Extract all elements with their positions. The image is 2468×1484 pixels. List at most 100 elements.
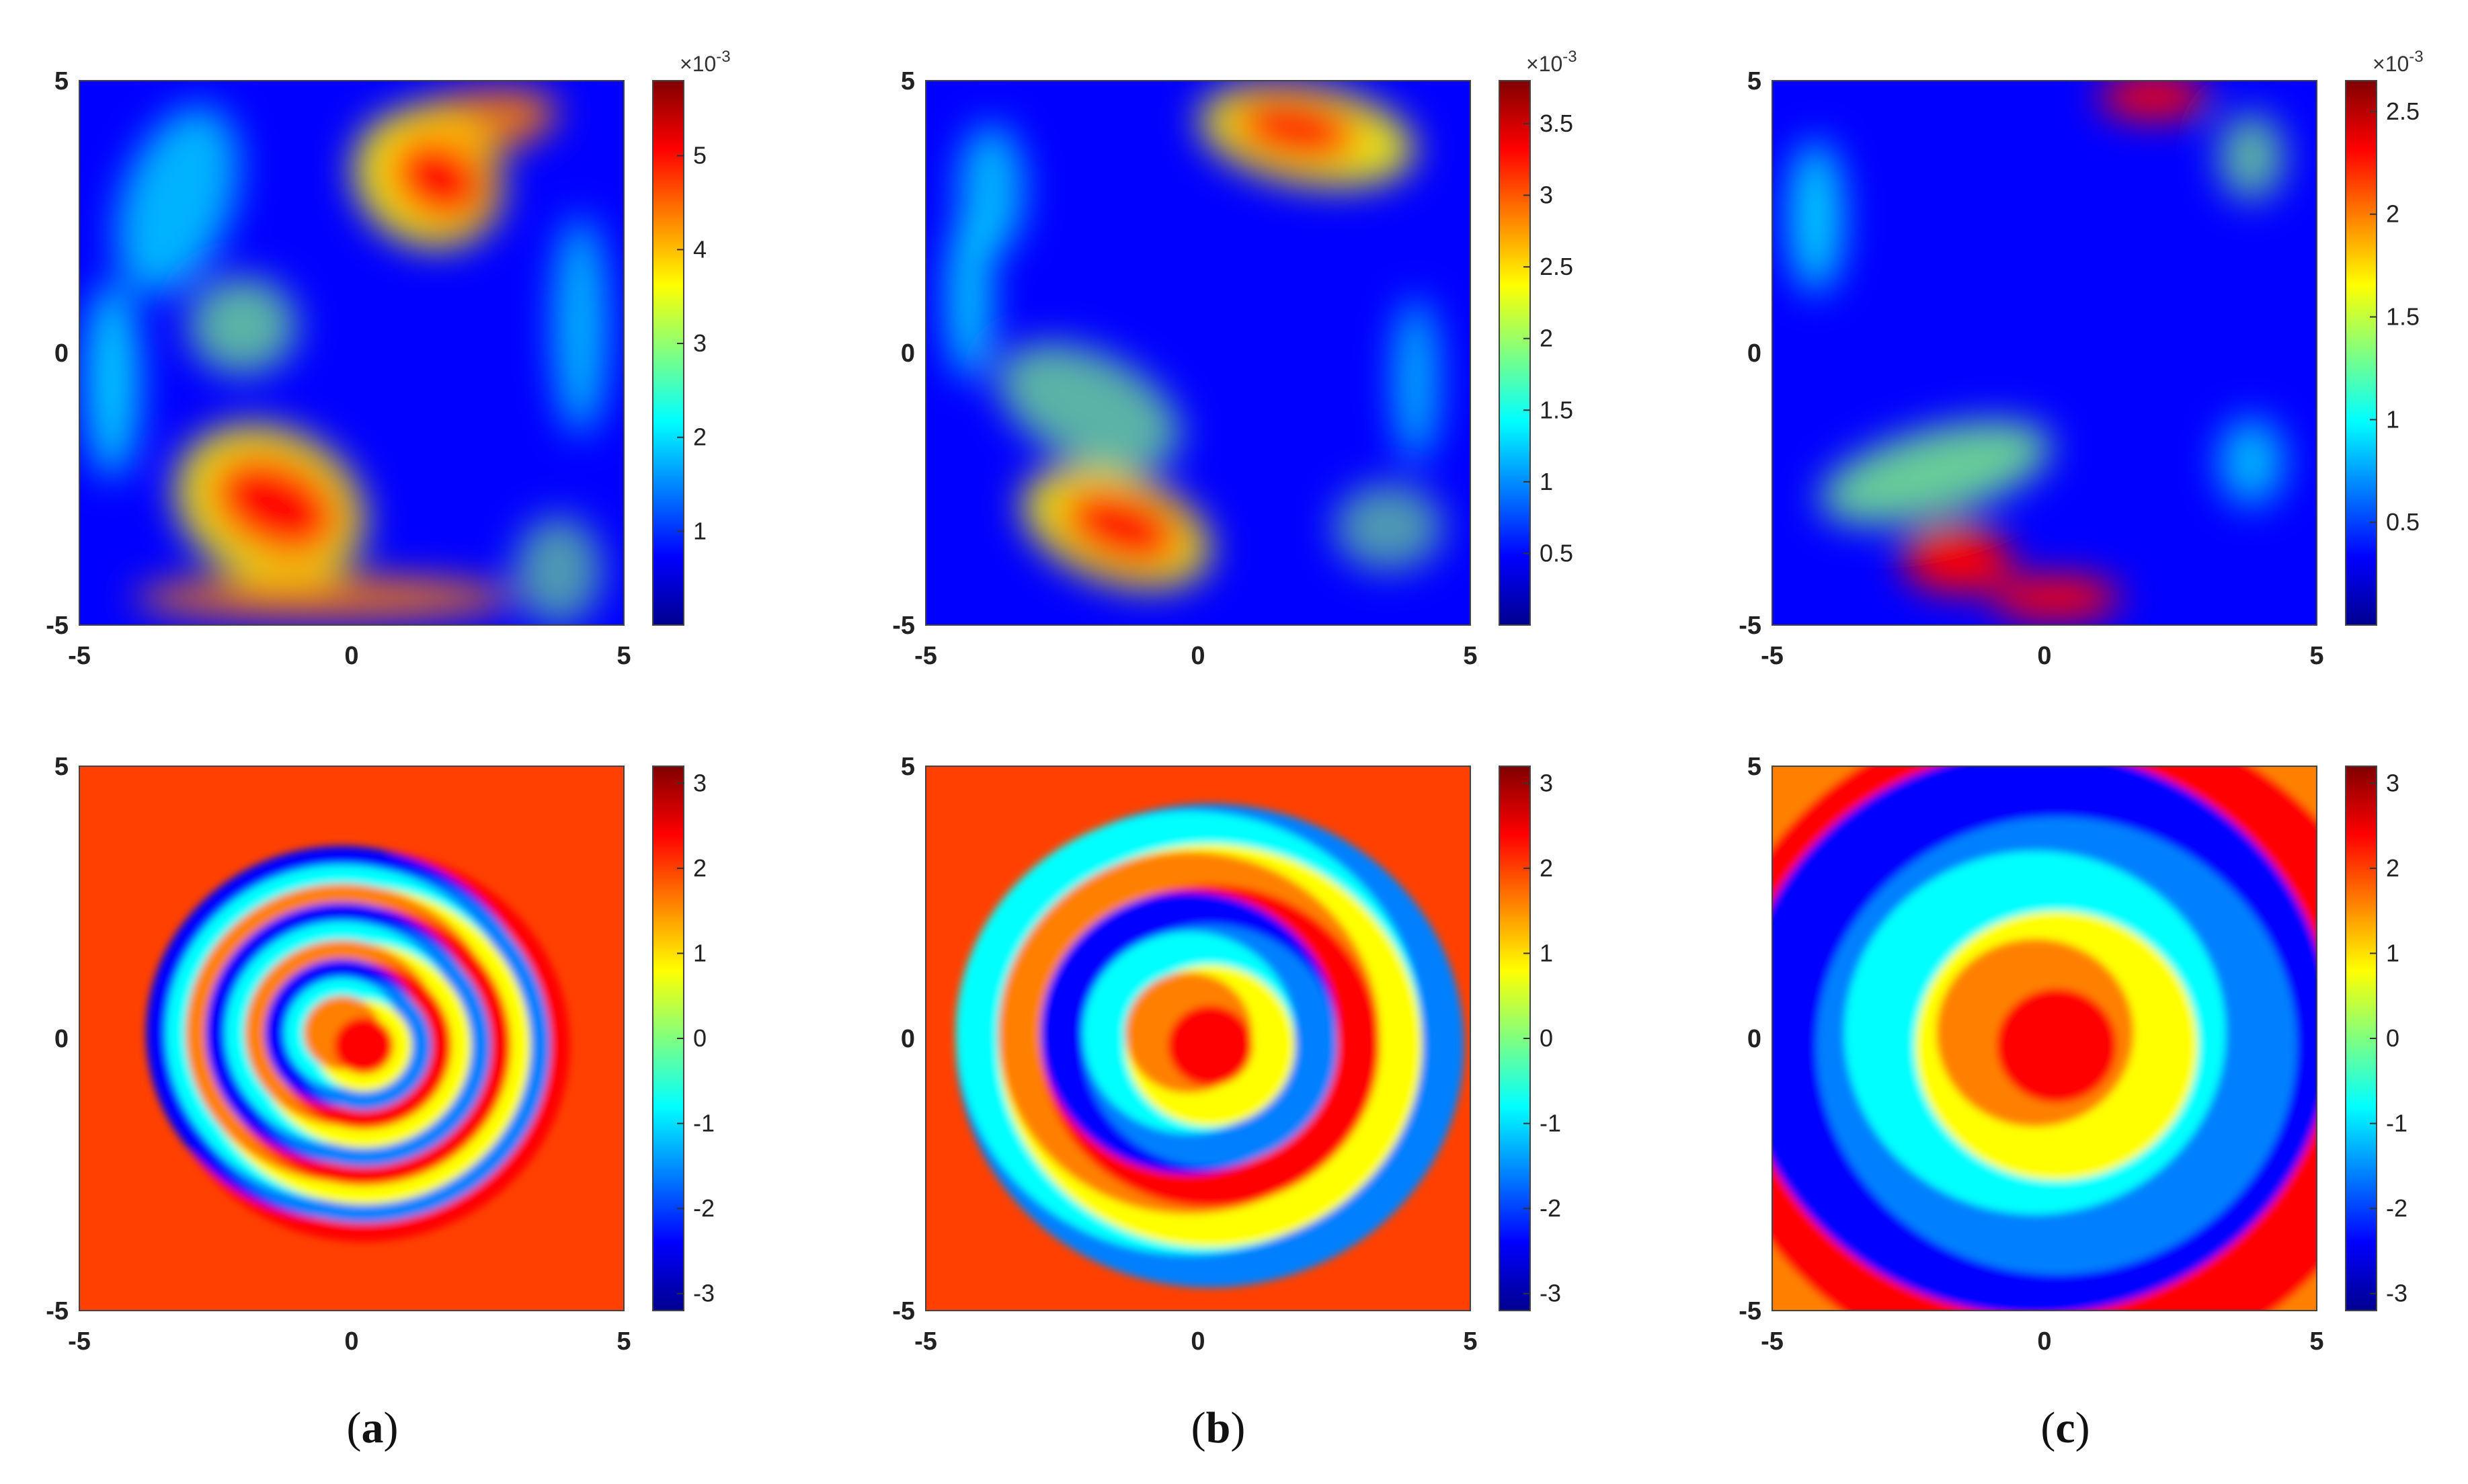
colorbar-tick-label: 2 xyxy=(2386,854,2399,882)
heatmap-blob xyxy=(387,132,491,226)
colorbar-tick-label: -3 xyxy=(1540,1280,1561,1307)
x-tick-label: 5 xyxy=(1463,1327,1477,1356)
plot-frame xyxy=(925,80,1471,626)
y-tick-label: 5 xyxy=(54,753,69,781)
y-tick-label: -5 xyxy=(892,1297,915,1325)
heatmap-blob xyxy=(208,452,343,559)
heatmap-blob xyxy=(1059,485,1185,570)
colorbar-tick-label: 0 xyxy=(1540,1024,1553,1052)
colorbar-tick-label: 1 xyxy=(2386,939,2399,966)
x-tick-label: 0 xyxy=(344,1327,358,1356)
heatmap-blob xyxy=(1394,298,1438,462)
heatmap-blob xyxy=(188,276,297,375)
y-tick-label: 0 xyxy=(1747,339,1761,368)
colorbar-tick-label: 1 xyxy=(693,517,707,544)
x-tick-label: -5 xyxy=(68,1327,91,1356)
y-tick-label: 0 xyxy=(901,1025,915,1053)
colorbar-tick-label: 4 xyxy=(693,235,707,263)
plot-frame xyxy=(1772,80,2317,626)
colorbar-tick-label: 2 xyxy=(1540,325,1553,352)
x-tick-label: -5 xyxy=(68,642,91,670)
phase-band xyxy=(1168,1005,1252,1086)
colorbar-tick-label: -2 xyxy=(693,1194,715,1222)
y-tick-label: -5 xyxy=(892,612,915,640)
colorbar-tick-label: -1 xyxy=(693,1110,715,1137)
heatmap-field xyxy=(926,766,1470,1311)
plot-a-amplitude: -5 0 5 5 0 -5 5 4 3 2 1 ×10-3 xyxy=(46,48,730,670)
x-tick-label: 0 xyxy=(1191,1327,1205,1356)
heatmap-field xyxy=(79,766,624,1311)
heatmap-blob xyxy=(1990,576,2121,620)
heatmap-blob xyxy=(1903,527,2012,593)
colorbar-tick-label: -3 xyxy=(2386,1280,2407,1307)
colorbar-tick-label: 1.5 xyxy=(1540,396,1573,423)
colorbar-tick-label: 1 xyxy=(1540,939,1553,966)
plot-b-phase: -5 0 5 5 0 -5 3 2 1 0 -1 -2 -3 xyxy=(892,753,1561,1356)
colorbar xyxy=(652,80,684,626)
heatmap-blob xyxy=(1334,483,1443,571)
colorbar-tick-label: -1 xyxy=(1540,1110,1561,1137)
heatmap-blob xyxy=(1819,420,2052,525)
x-tick-label: -5 xyxy=(1761,1327,1784,1356)
panel-caption: (b) xyxy=(1191,1403,1246,1452)
panel-caption: (c) xyxy=(2040,1403,2089,1452)
y-tick-label: 5 xyxy=(54,67,69,95)
x-tick-label: -5 xyxy=(1761,642,1784,670)
colorbar-exponent: ×10-3 xyxy=(2373,48,2424,76)
colorbar-tick-label: 1 xyxy=(1540,468,1553,495)
plot-c-amplitude: -5 0 5 5 0 -5 2.5 2 1.5 1 0.5 ×10-3 xyxy=(1739,48,2423,670)
y-tick-label: -5 xyxy=(46,612,69,640)
colorbar-tick-label: 1.5 xyxy=(2386,303,2420,331)
x-tick-label: 0 xyxy=(344,642,358,670)
heatmap-blob xyxy=(1231,95,1361,164)
phase-band xyxy=(333,1017,394,1074)
colorbar-tick-label: -3 xyxy=(693,1280,715,1307)
colorbar-tick-label: 3 xyxy=(693,769,707,796)
heatmap-blob xyxy=(116,106,239,294)
x-tick-label: 5 xyxy=(2309,642,2323,670)
heatmap-blob xyxy=(85,282,140,479)
x-tick-label: 0 xyxy=(2037,1327,2051,1356)
y-tick-label: 5 xyxy=(1747,753,1761,781)
colorbar-tick-label: 0 xyxy=(2386,1024,2399,1052)
colorbar-tick-label: 3 xyxy=(1540,181,1553,209)
colorbar-tick-label: -2 xyxy=(1540,1194,1561,1222)
colorbar-tick-label: 2 xyxy=(1540,854,1553,882)
colorbar-tick-label: 0.5 xyxy=(1540,539,1573,567)
y-tick-label: 0 xyxy=(1747,1025,1761,1053)
heatmap-blob xyxy=(997,343,1181,472)
heatmap-blob xyxy=(947,216,992,380)
plot-frame xyxy=(1772,766,2317,1311)
x-tick-label: 5 xyxy=(616,1327,631,1356)
panel-caption: (a) xyxy=(347,1403,399,1452)
colorbar-tick-label: -1 xyxy=(2386,1110,2407,1137)
x-tick-label: 0 xyxy=(2037,642,2051,670)
x-tick-label: -5 xyxy=(914,1327,937,1356)
y-tick-label: -5 xyxy=(1739,1297,1761,1325)
y-tick-label: 0 xyxy=(54,1025,69,1053)
colorbar-tick-label: 1 xyxy=(693,939,707,966)
phase-band xyxy=(1996,988,2117,1103)
colorbar-tick-label: 2.5 xyxy=(1540,253,1573,280)
plot-frame xyxy=(79,80,625,626)
colorbar-tick-label: 2 xyxy=(693,854,707,882)
heatmap-blob xyxy=(1788,140,1843,293)
heatmap-field xyxy=(1772,766,2317,1311)
heatmap-field xyxy=(1772,81,2317,625)
x-tick-label: 5 xyxy=(616,642,631,670)
y-tick-label: -5 xyxy=(1739,612,1761,640)
heatmap-blob xyxy=(553,216,608,435)
colorbar xyxy=(1499,80,1531,626)
plot-frame xyxy=(79,766,625,1311)
heatmap-field xyxy=(926,81,1470,625)
colorbar-tick-label: 0 xyxy=(693,1024,707,1052)
colorbar-tick-label: 3 xyxy=(1540,769,1553,796)
heatmap-blob xyxy=(515,516,602,625)
colorbar-tick-label: 3 xyxy=(2386,769,2399,796)
plot-a-phase: -5 0 5 5 0 -5 3 2 1 0 -1 -2 -3 xyxy=(46,753,715,1356)
x-tick-label: 5 xyxy=(2309,1327,2323,1356)
colorbar-tick-label: 0.5 xyxy=(2386,508,2420,536)
colorbar-tick-label: 5 xyxy=(693,142,707,169)
colorbar-exponent: ×10-3 xyxy=(1526,48,1577,76)
